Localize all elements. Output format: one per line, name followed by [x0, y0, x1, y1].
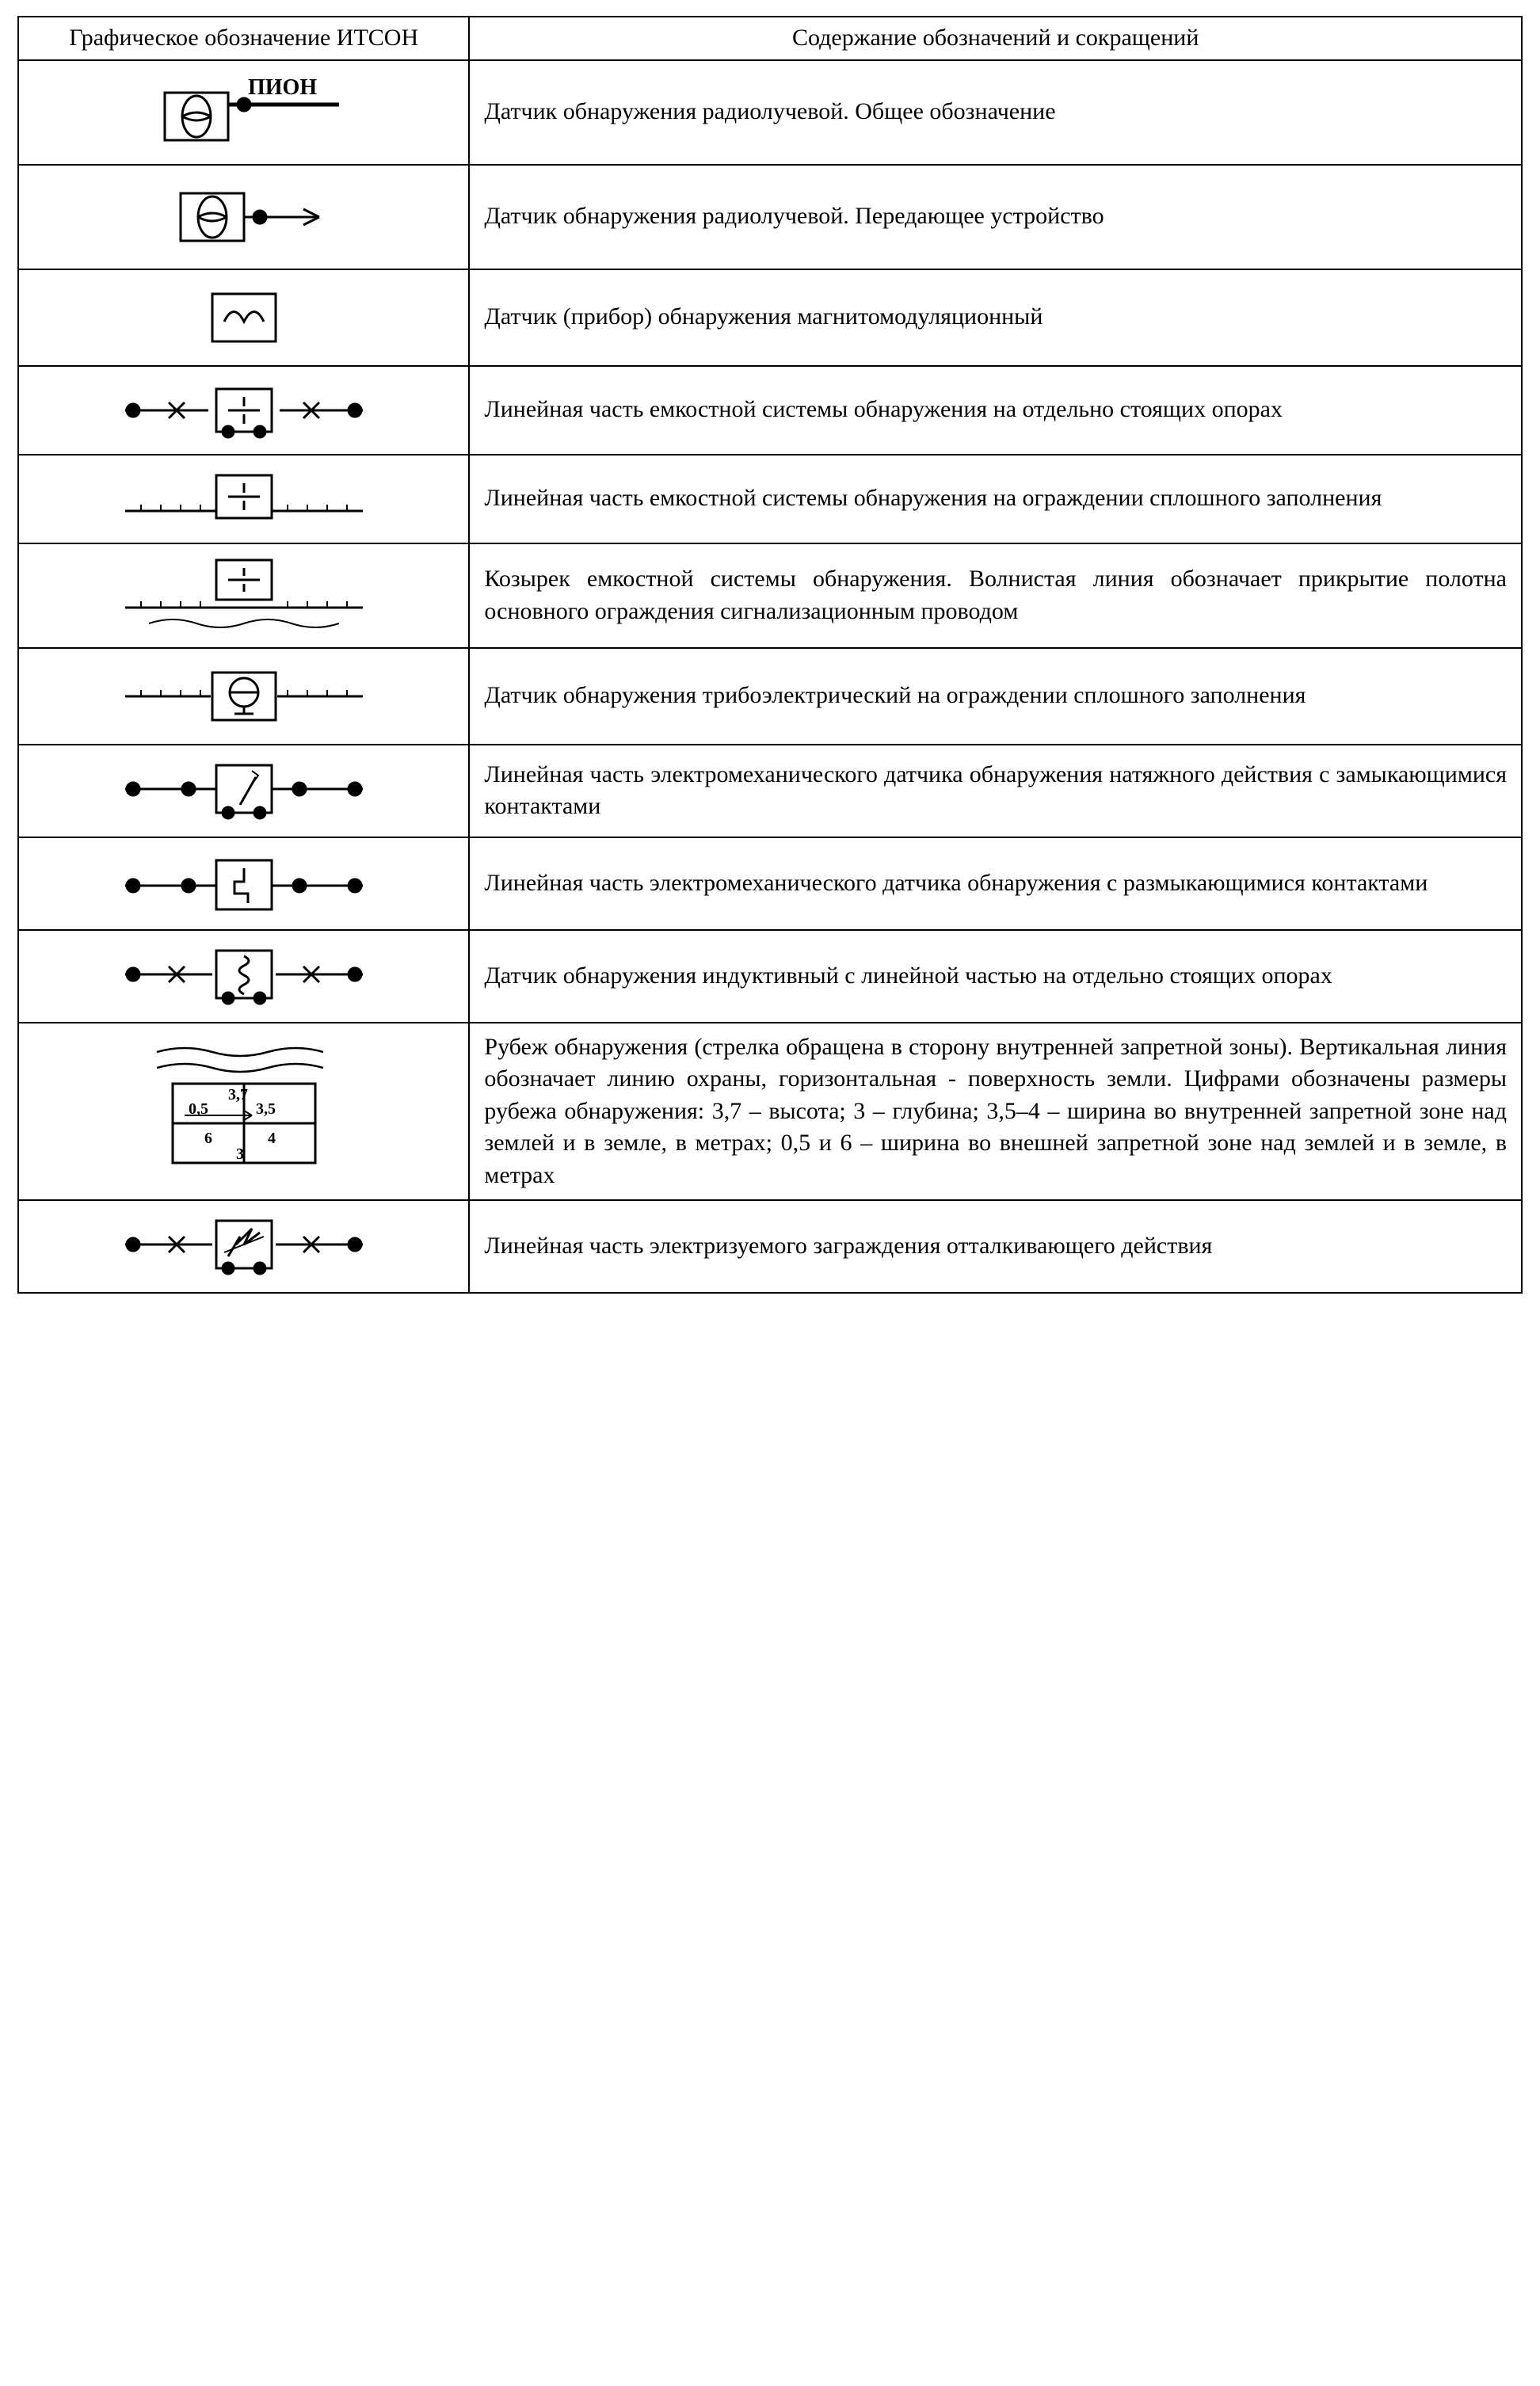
desc-cell: Датчик обнаружения трибоэлектрический на…: [469, 648, 1522, 745]
triboelectric-sensor-icon: [117, 657, 371, 736]
radio-beam-transmitter-icon: [141, 173, 347, 261]
symbol-cell: [18, 366, 469, 455]
desc-cell: Датчик обнаружения индуктивный с линейно…: [469, 930, 1522, 1023]
pion-label: ПИОН: [248, 75, 317, 100]
dim-wr-up: 3,5: [256, 1100, 276, 1118]
header-col1: Графическое обозначение ИТСОН: [18, 17, 469, 60]
dim-height: 3,7: [228, 1086, 248, 1103]
symbol-cell: [18, 745, 469, 837]
electromech-closing-icon: [117, 753, 371, 829]
inductive-sensor-icon: [117, 939, 371, 1014]
table-row: Линейная часть емкостной системы обнаруж…: [18, 455, 1522, 543]
desc-cell: Рубеж обнаружения (стрелка обращена в ст…: [469, 1023, 1522, 1201]
desc-cell: Датчик (прибор) обнаружения магнитомодул…: [469, 269, 1522, 366]
desc-cell: Датчик обнаружения радиолучевой. Общее о…: [469, 60, 1522, 165]
desc-cell: Датчик обнаружения радиолучевой. Передаю…: [469, 165, 1522, 269]
table-row: Козырек емкостной системы обнаружения. В…: [18, 543, 1522, 648]
symbol-cell: [18, 648, 469, 745]
symbol-cell: ПИОН: [18, 60, 469, 165]
symbol-cell: [18, 930, 469, 1023]
symbol-cell: 3,7 0,5 3,5 6 4 3: [18, 1023, 469, 1201]
dim-wl-dn: 6: [204, 1130, 212, 1147]
desc-cell: Линейная часть электромеханического датч…: [469, 745, 1522, 837]
header-col2: Содержание обозначений и сокращений: [469, 17, 1522, 60]
detection-boundary-icon: 3,7 0,5 3,5 6 4 3: [125, 1036, 363, 1187]
table-row: Датчик обнаружения радиолучевой. Передаю…: [18, 165, 1522, 269]
desc-cell: Линейная часть емкостной системы обнаруж…: [469, 455, 1522, 543]
desc-cell: Линейная часть емкостной системы обнаруж…: [469, 366, 1522, 455]
electrified-barrier-icon: [117, 1209, 371, 1284]
capacitive-visor-icon: [117, 552, 371, 639]
symbol-cell: [18, 269, 469, 366]
desc-cell: Линейная часть электризуемого заграждени…: [469, 1200, 1522, 1293]
table-row: ПИОН Датчик обнаружения радиолучевой. Об…: [18, 60, 1522, 165]
magneto-modulation-icon: [181, 278, 307, 357]
table-row: Линейная часть электромеханического датч…: [18, 745, 1522, 837]
table-row: Датчик обнаружения индуктивный с линейно…: [18, 930, 1522, 1023]
symbols-table: Графическое обозначение ИТСОН Содержание…: [17, 16, 1523, 1294]
symbol-cell: [18, 165, 469, 269]
table-row: 3,7 0,5 3,5 6 4 3 Рубеж обнаружения (стр…: [18, 1023, 1522, 1201]
capacitive-line-supports-icon: [117, 375, 371, 446]
symbol-cell: [18, 455, 469, 543]
table-row: Линейная часть электризуемого заграждени…: [18, 1200, 1522, 1293]
radio-beam-general-icon: ПИОН: [133, 69, 355, 156]
dim-depth: 3: [236, 1145, 244, 1163]
table-row: Датчик обнаружения трибоэлектрический на…: [18, 648, 1522, 745]
symbol-cell: [18, 543, 469, 648]
symbol-cell: [18, 1200, 469, 1293]
table-row: Линейная часть емкостной системы обнаруж…: [18, 366, 1522, 455]
desc-cell: Козырек емкостной системы обнаружения. В…: [469, 543, 1522, 648]
table-header-row: Графическое обозначение ИТСОН Содержание…: [18, 17, 1522, 60]
symbol-cell: [18, 837, 469, 930]
desc-cell: Линейная часть электромеханического датч…: [469, 837, 1522, 930]
table-row: Линейная часть электромеханического датч…: [18, 837, 1522, 930]
dim-wl-up: 0,5: [189, 1100, 208, 1118]
capacitive-line-fence-icon: [117, 463, 371, 535]
electromech-opening-icon: [117, 846, 371, 921]
dim-wr-dn: 4: [268, 1130, 276, 1147]
table-row: Датчик (прибор) обнаружения магнитомодул…: [18, 269, 1522, 366]
